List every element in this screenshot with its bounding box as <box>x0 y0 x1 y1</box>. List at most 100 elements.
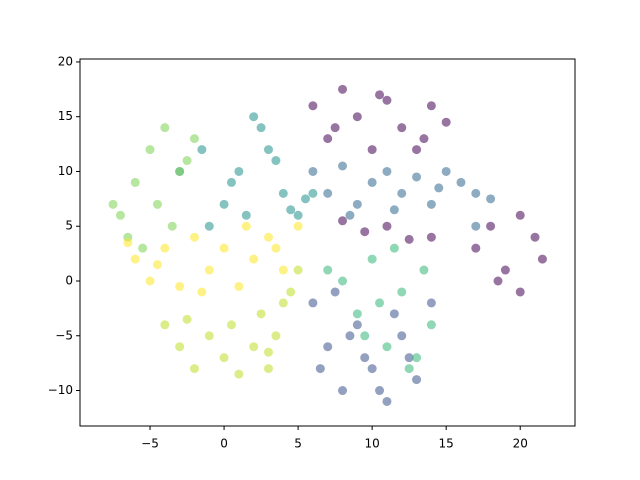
point <box>160 243 170 253</box>
y-tick-label: 0 <box>65 273 73 287</box>
point <box>152 260 162 270</box>
point <box>456 177 466 187</box>
point <box>375 386 385 396</box>
x-tick-label: −5 <box>141 437 159 451</box>
point <box>338 161 348 171</box>
point <box>226 177 236 187</box>
point <box>219 243 229 253</box>
point <box>315 364 325 374</box>
point <box>389 243 399 253</box>
point <box>226 320 236 330</box>
point <box>197 145 207 155</box>
point <box>382 166 392 176</box>
point <box>441 166 451 176</box>
point <box>397 287 407 297</box>
point <box>204 265 214 275</box>
point <box>308 188 318 198</box>
x-tick-label: 20 <box>513 437 528 451</box>
point <box>404 364 414 374</box>
point <box>530 232 540 242</box>
y-tick-label: −5 <box>55 328 73 342</box>
point <box>382 221 392 231</box>
point <box>123 238 133 248</box>
point <box>204 331 214 341</box>
point <box>330 287 340 297</box>
point <box>130 254 140 264</box>
point <box>382 342 392 352</box>
point <box>130 177 140 187</box>
point <box>352 309 362 319</box>
point <box>175 342 185 352</box>
point <box>515 287 525 297</box>
point <box>493 276 503 286</box>
point <box>375 90 385 100</box>
x-tick-label: 10 <box>365 437 380 451</box>
point <box>426 232 436 242</box>
point <box>352 199 362 209</box>
point <box>367 254 377 264</box>
point <box>189 134 199 144</box>
point <box>301 194 311 204</box>
point <box>352 112 362 122</box>
point <box>338 386 348 396</box>
y-tick-label: 20 <box>58 54 73 68</box>
point <box>308 166 318 176</box>
point <box>108 199 118 209</box>
point <box>197 287 207 297</box>
point <box>323 188 333 198</box>
point <box>115 210 125 220</box>
y-tick-label: 15 <box>58 109 73 123</box>
point <box>360 227 370 237</box>
point <box>389 309 399 319</box>
point <box>404 353 414 363</box>
point <box>293 265 303 275</box>
point <box>515 210 525 220</box>
point <box>234 166 244 176</box>
point <box>382 95 392 105</box>
point <box>345 210 355 220</box>
x-tick-label: 5 <box>294 437 302 451</box>
point <box>204 221 214 231</box>
point <box>308 101 318 111</box>
point <box>293 221 303 231</box>
point <box>441 117 451 127</box>
point <box>338 276 348 286</box>
point <box>138 243 148 253</box>
point <box>426 101 436 111</box>
point <box>241 210 251 220</box>
point <box>389 205 399 215</box>
point <box>426 199 436 209</box>
point <box>249 112 259 122</box>
point <box>167 221 177 231</box>
point <box>234 369 244 379</box>
point <box>345 331 355 341</box>
point <box>241 221 251 231</box>
point <box>375 298 385 308</box>
point <box>175 281 185 291</box>
point <box>486 194 496 204</box>
point <box>338 84 348 94</box>
point <box>189 364 199 374</box>
x-tick-label: 15 <box>439 437 454 451</box>
point <box>278 265 288 275</box>
point <box>323 265 333 275</box>
point <box>145 276 155 286</box>
point <box>412 145 422 155</box>
points <box>108 84 547 406</box>
point <box>426 298 436 308</box>
point <box>308 298 318 308</box>
x-tick-label: 0 <box>220 437 228 451</box>
point <box>182 314 192 324</box>
point <box>404 234 414 244</box>
point <box>486 221 496 231</box>
point <box>145 145 155 155</box>
point <box>471 221 481 231</box>
point <box>271 331 281 341</box>
point <box>500 265 510 275</box>
point <box>382 396 392 406</box>
point <box>278 188 288 198</box>
point <box>397 123 407 133</box>
point <box>412 375 422 385</box>
point <box>471 243 481 253</box>
